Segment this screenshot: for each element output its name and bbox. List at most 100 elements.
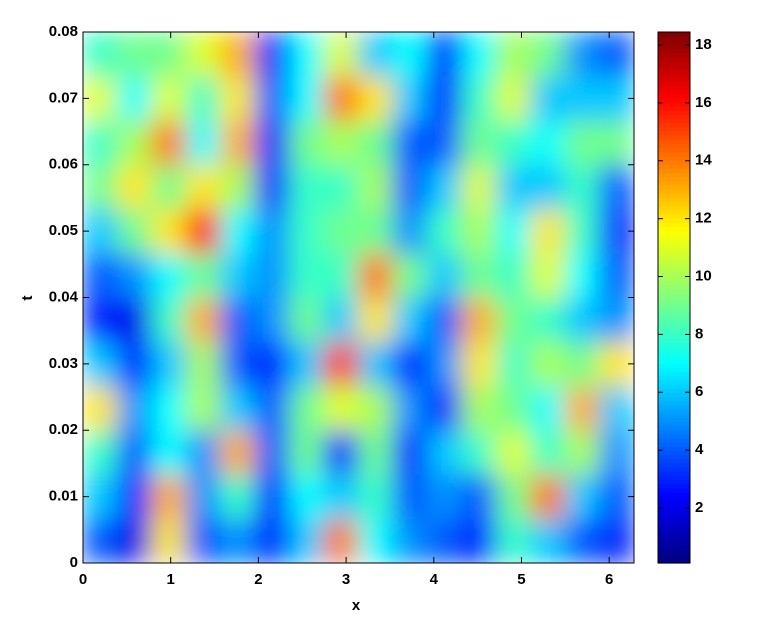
heatmap-cell [323, 518, 359, 563]
colorbar-swatch [658, 152, 690, 158]
colorbar-swatch [658, 554, 690, 560]
heatmap-cell [358, 75, 394, 121]
colorbar-swatch [658, 251, 690, 257]
heatmap-cell [116, 429, 153, 475]
heatmap-cell [426, 252, 463, 299]
heatmap-cell [151, 341, 187, 387]
heatmap-cell [358, 385, 394, 431]
heatmap-cell [323, 75, 359, 121]
heatmap-cell [254, 120, 291, 166]
heatmap-cell [530, 75, 566, 121]
heatmap-cell [599, 429, 634, 475]
heatmap-cell [220, 518, 256, 563]
colorbar-swatch [658, 85, 690, 91]
heatmap-cell [185, 164, 222, 210]
colorbar-swatch [658, 417, 690, 423]
heatmap-cell [116, 341, 153, 387]
colorbar-swatch [658, 438, 690, 444]
colorbar-swatch [658, 239, 690, 245]
heatmap-cell [116, 518, 153, 563]
heatmap-cell [564, 252, 601, 299]
colorbar-swatch [658, 77, 690, 83]
colorbar-swatch [658, 185, 690, 191]
heatmap-cell [151, 120, 187, 166]
colorbar-swatch [658, 272, 690, 278]
colorbar-swatch [658, 243, 690, 249]
heatmap-cell [289, 75, 325, 121]
heatmap-cell [564, 32, 601, 77]
heatmap-cell [289, 296, 325, 343]
heatmap-cell [323, 385, 359, 431]
heatmap-cells [83, 32, 634, 563]
colorbar-swatch [658, 139, 690, 145]
heatmap-cell [461, 518, 497, 563]
colorbar-swatch [658, 135, 690, 141]
heatmap-cell [426, 208, 463, 254]
heatmap-cell [392, 474, 428, 520]
x-tick-label: 4 [430, 571, 439, 588]
colorbar-tick-label: 10 [695, 267, 712, 284]
heatmap-cell [358, 120, 394, 166]
colorbar-swatch [658, 52, 690, 58]
colorbar-swatch [658, 160, 690, 166]
y-tick-label: 0.08 [49, 23, 78, 40]
heatmap-cell [426, 385, 463, 431]
colorbar-swatch [658, 173, 690, 178]
heatmap-cell [530, 252, 566, 299]
heatmap-cell [254, 208, 291, 254]
heatmap-cell [358, 341, 394, 387]
colorbar-swatch [658, 521, 690, 527]
heatmap-cell [461, 75, 497, 121]
heatmap-cell [564, 474, 601, 520]
colorbar-swatch [658, 496, 690, 502]
y-tick-label: 0.01 [49, 488, 78, 505]
heatmap-cell [530, 385, 566, 431]
heatmap-cell [426, 429, 463, 475]
colorbar-swatch [658, 509, 690, 514]
heatmap-cell [289, 518, 325, 563]
heatmap-cell [220, 296, 256, 343]
heatmap-cell [83, 32, 118, 77]
colorbar-swatch [658, 363, 690, 369]
heatmap-cell [426, 75, 463, 121]
colorbar-swatch [658, 289, 690, 294]
colorbar-swatch [658, 106, 690, 112]
colorbar-tick-label: 12 [695, 210, 712, 227]
heatmap-cell [116, 385, 153, 431]
heatmap-cell [116, 474, 153, 520]
colorbar-swatch [658, 309, 690, 315]
colorbar-swatch [658, 533, 690, 539]
heatmap-cell [495, 32, 532, 77]
colorbar-tick-label: 8 [695, 325, 703, 342]
heatmap-cell [392, 385, 428, 431]
colorbar-swatch [658, 351, 690, 357]
colorbar-swatch [658, 81, 690, 87]
heatmap-cell [530, 208, 566, 254]
heatmap-cell [254, 474, 291, 520]
heatmap-cell [116, 296, 153, 343]
heatmap-cell [116, 32, 153, 77]
colorbar-swatch [658, 546, 690, 552]
colorbar-swatch [658, 231, 690, 236]
colorbar-swatch [658, 131, 690, 137]
colorbar-swatch [658, 36, 690, 41]
colorbar-swatch [658, 256, 690, 261]
y-tick-label: 0.06 [49, 156, 78, 173]
heatmap-cell [530, 429, 566, 475]
colorbar-swatch [658, 368, 690, 373]
heatmap-cell [358, 518, 394, 563]
heatmap-cell [530, 32, 566, 77]
heatmap-cell [392, 518, 428, 563]
heatmap-cell [151, 252, 187, 299]
colorbar-swatch [658, 376, 690, 382]
heatmap-cell [185, 32, 222, 77]
colorbar-swatch [658, 384, 690, 390]
colorbar-swatch [658, 542, 690, 548]
colorbar-swatch [658, 210, 690, 216]
colorbar-swatch [658, 343, 690, 348]
heatmap-cell [185, 518, 222, 563]
colorbar-swatch [658, 446, 690, 452]
colorbar-swatch [658, 119, 690, 124]
heatmap-cell [461, 164, 497, 210]
